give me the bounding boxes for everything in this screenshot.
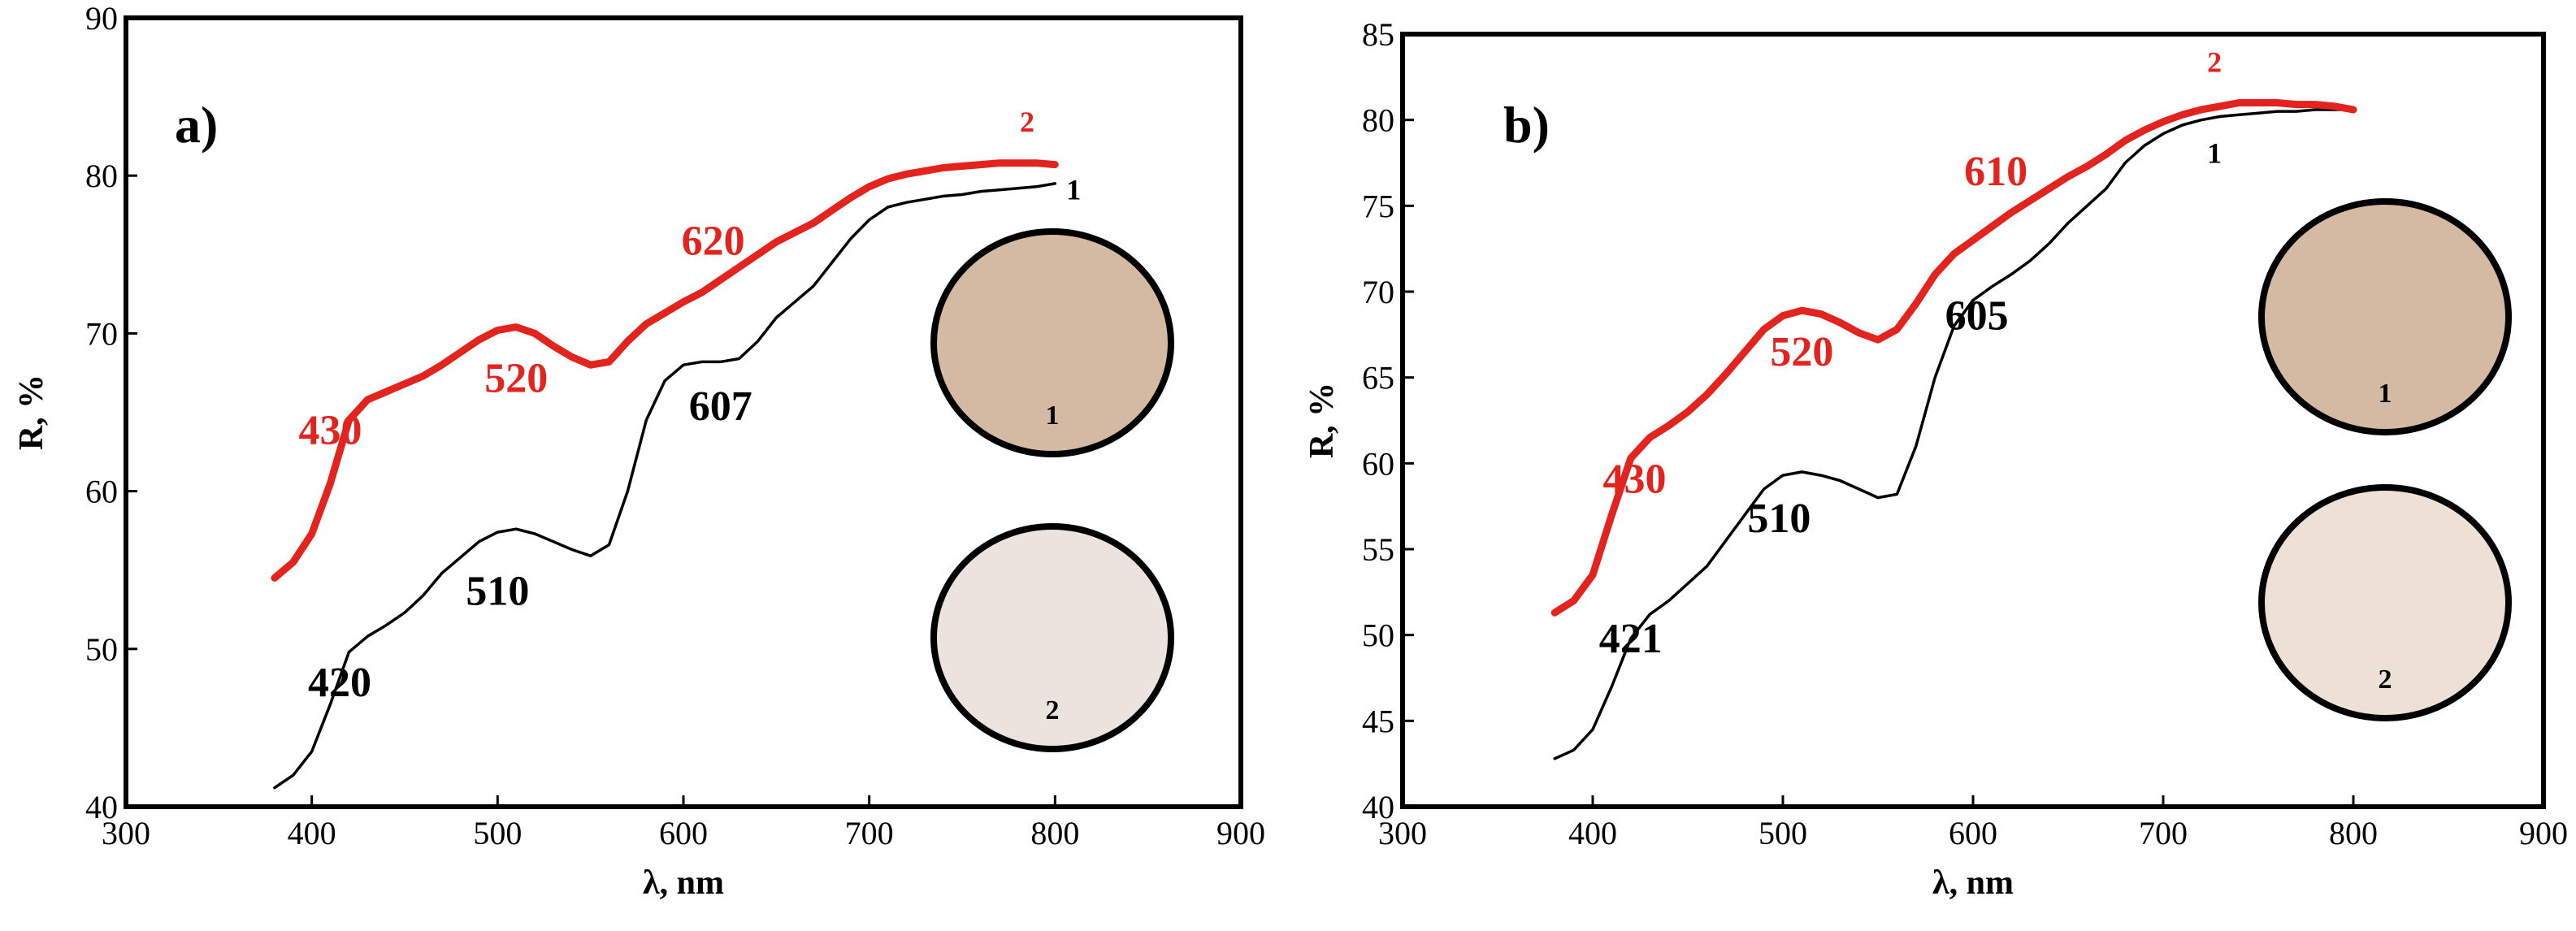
x-tick-label: 900 xyxy=(2519,815,2568,851)
x-tick-label: 300 xyxy=(1378,815,1427,851)
x-tick-label: 600 xyxy=(1949,815,1997,851)
y-tick-label: 70 xyxy=(85,315,118,352)
peak-label: 610 xyxy=(1964,149,2027,195)
sample-swatch-1 xyxy=(930,228,1174,457)
sample-swatch-2 xyxy=(2258,484,2512,721)
peak-label: 605 xyxy=(1945,292,2009,339)
sample-swatch-2 xyxy=(930,523,1174,752)
curve-number-label: 2 xyxy=(2207,45,2222,78)
y-tick-label: 60 xyxy=(1362,445,1394,482)
peak-label: 421 xyxy=(1599,616,1663,662)
y-tick-label: 60 xyxy=(85,474,118,510)
x-tick-label: 900 xyxy=(1216,815,1265,851)
y-tick-label: 50 xyxy=(1362,617,1394,654)
y-tick-label: 40 xyxy=(85,789,118,825)
peak-label: 520 xyxy=(1770,329,1833,375)
peak-label: 430 xyxy=(1602,456,1666,502)
sample-swatch-label: 2 xyxy=(2379,665,2392,695)
y-tick-label: 55 xyxy=(1362,531,1394,568)
panel-label: a) xyxy=(175,96,218,154)
x-tick-label: 300 xyxy=(102,815,150,851)
series-line-1 xyxy=(1553,108,2355,760)
x-tick-label: 600 xyxy=(659,815,708,851)
peak-label: 420 xyxy=(308,660,371,706)
y-tick-label: 75 xyxy=(1362,188,1394,224)
peak-label: 510 xyxy=(1747,496,1811,542)
curve-number-label: 1 xyxy=(2207,137,2222,170)
chart-panel-b: 300 400 500 600 700 800 900 40 45 50 55 60 65 70 75 80 8… xyxy=(1303,16,2568,902)
chart-panel-a: 300 400 500 600 700 800 900 40 50 60 70 80 90 λ, nm R,… xyxy=(13,0,1265,902)
y-axis-title: R, % xyxy=(13,375,50,450)
y-tick-label: 80 xyxy=(1362,102,1394,139)
series-line-2 xyxy=(271,159,1059,582)
peak-label: 520 xyxy=(484,355,548,401)
y-tick-label: 45 xyxy=(1362,703,1394,739)
sample-swatch-label: 2 xyxy=(1046,695,1060,725)
x-tick-label: 800 xyxy=(1030,815,1079,851)
x-axis-title: λ, nm xyxy=(643,864,724,902)
panel-label: b) xyxy=(1503,96,1550,154)
y-tick-label: 70 xyxy=(1362,274,1394,310)
x-axis-title: λ, nm xyxy=(1932,864,2014,902)
x-tick-label: 400 xyxy=(288,815,336,851)
y-tick-label: 90 xyxy=(85,0,118,37)
y-tick-label: 65 xyxy=(1362,360,1394,396)
y-tick-label: 80 xyxy=(85,158,118,194)
sample-swatch-1 xyxy=(2258,198,2512,435)
curve-number-label: 1 xyxy=(1066,173,1081,206)
y-axis-title: R, % xyxy=(1303,383,1341,458)
peak-label: 620 xyxy=(682,218,745,264)
x-tick-label: 500 xyxy=(473,815,522,851)
peak-label: 510 xyxy=(466,568,529,614)
series-line-1 xyxy=(273,182,1057,790)
x-tick-label: 700 xyxy=(845,815,894,851)
x-tick-label: 400 xyxy=(1568,815,1617,851)
x-tick-label: 500 xyxy=(1759,815,1807,851)
peak-label: 430 xyxy=(299,407,362,453)
x-tick-label: 800 xyxy=(2329,815,2378,851)
sample-swatch-label: 1 xyxy=(2379,379,2392,409)
y-tick-label: 40 xyxy=(1362,789,1394,825)
x-tick-label: 700 xyxy=(2139,815,2188,851)
y-tick-label: 50 xyxy=(85,631,118,668)
series-line-2 xyxy=(1550,99,2357,617)
sample-swatch-label: 1 xyxy=(1046,401,1060,431)
y-tick-label: 85 xyxy=(1362,16,1394,53)
curve-number-label: 2 xyxy=(1020,106,1034,138)
peak-label: 607 xyxy=(689,383,752,430)
